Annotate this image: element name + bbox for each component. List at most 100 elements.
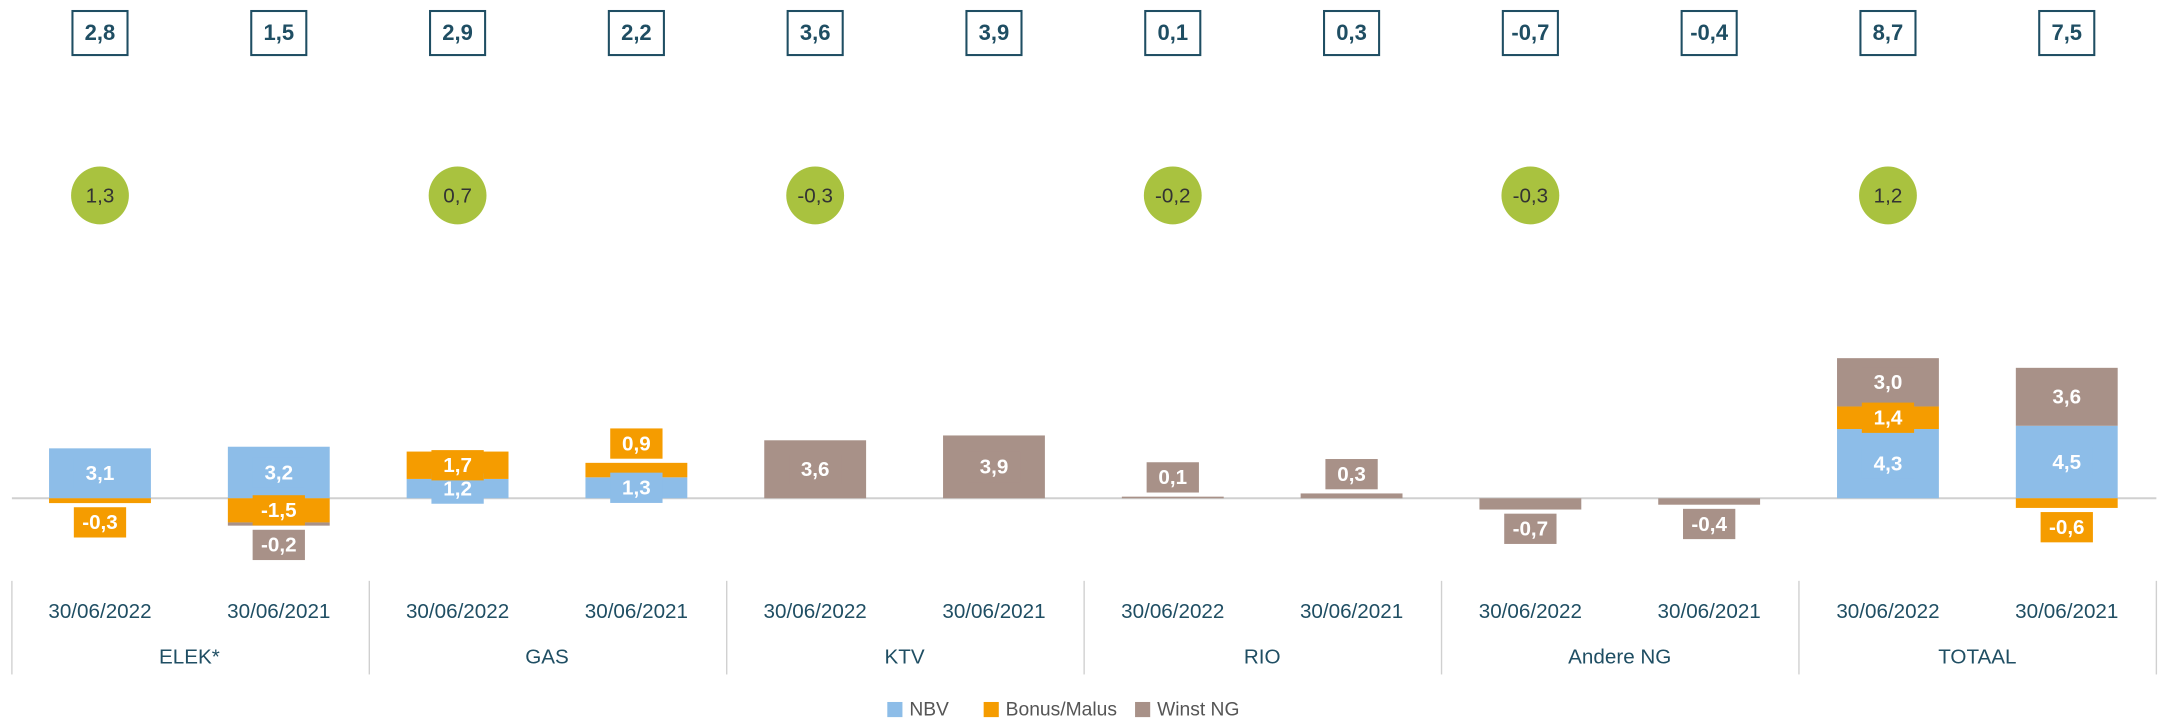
group-label: ELEK*: [159, 645, 220, 668]
value-label: 3,6: [801, 458, 830, 481]
value-label: 3,1: [86, 462, 115, 485]
legend-label: Winst NG: [1157, 699, 1239, 720]
value-label-bg: [1861, 448, 1915, 479]
difference-label: -0,3: [1513, 184, 1549, 207]
x-tick-label: 30/06/2021: [585, 600, 688, 623]
value-label-bg: [2040, 381, 2093, 412]
x-tick-label: 30/06/2022: [1479, 600, 1582, 623]
value-label: 1,2: [443, 477, 472, 500]
total-label: 3,9: [979, 20, 1010, 45]
legend-swatch: [887, 701, 903, 718]
difference-marker: [1143, 166, 1202, 225]
difference-label: 0,7: [443, 184, 472, 207]
total-label: 3,6: [800, 20, 831, 45]
difference-label: -0,3: [797, 184, 833, 207]
value-label-bg: [1504, 513, 1557, 544]
value-label: -0,6: [2049, 516, 2085, 539]
group-label: KTV: [885, 645, 925, 668]
value-label: -1,5: [261, 499, 297, 522]
bar-segment: [2015, 498, 2118, 508]
value-label: 0,3: [1337, 463, 1366, 486]
bar-segment: [1658, 498, 1761, 505]
total-box: [71, 9, 129, 57]
total-box: [1501, 9, 1559, 57]
value-label-bg: [1325, 459, 1378, 490]
value-label-bg: [610, 428, 663, 459]
value-label: 1,3: [622, 477, 651, 500]
value-label-bg: [431, 450, 484, 481]
value-label-bg: [1861, 402, 1915, 433]
legend-swatch: [1135, 701, 1151, 718]
value-label: 4,3: [1874, 452, 1903, 475]
value-label: 3,9: [980, 456, 1009, 479]
total-box: [2038, 9, 2096, 57]
value-label: 3,6: [2052, 386, 2081, 409]
total-label: 8,7: [1873, 20, 1904, 45]
difference-marker: [428, 166, 487, 225]
total-box: [1323, 9, 1381, 57]
value-label-bg: [1146, 462, 1199, 493]
bar-segment: [1121, 496, 1224, 499]
value-label: 0,9: [622, 432, 651, 455]
legend-swatch: [983, 701, 999, 718]
value-label-bg: [1683, 508, 1736, 540]
value-label-bg: [73, 507, 127, 538]
total-box: [1144, 9, 1202, 57]
x-tick-label: 30/06/2021: [1658, 600, 1761, 623]
value-label-bg: [252, 457, 305, 488]
value-label-bg: [967, 451, 1021, 483]
total-label: 2,2: [621, 20, 652, 45]
x-tick-label: 30/06/2022: [406, 600, 509, 623]
total-box: [607, 9, 665, 57]
total-label: 0,3: [1336, 20, 1367, 45]
total-label: 2,9: [442, 20, 473, 45]
value-label: 1,7: [443, 454, 472, 477]
total-box: [250, 9, 308, 57]
difference-marker: [1859, 166, 1917, 225]
bar-segment: [1479, 498, 1582, 510]
value-label-bg: [252, 495, 305, 526]
x-tick-label: 30/06/2021: [2015, 600, 2118, 623]
x-tick-label: 30/06/2021: [227, 600, 330, 623]
value-label-bg: [2040, 446, 2093, 478]
legend-label: Bonus/Malus: [1006, 699, 1117, 720]
value-label: -0,7: [1513, 518, 1549, 541]
total-label: -0,4: [1690, 20, 1729, 45]
value-label-bg: [1861, 367, 1915, 398]
total-box: [1859, 9, 1917, 57]
difference-label: -0,2: [1155, 184, 1191, 207]
value-label-bg: [73, 458, 127, 489]
difference-label: 1,3: [86, 184, 115, 207]
value-label: -0,2: [261, 534, 297, 557]
value-label: -0,3: [82, 511, 118, 534]
total-label: 2,8: [85, 20, 116, 45]
group-label: GAS: [525, 645, 569, 668]
total-box: [429, 9, 487, 57]
difference-marker: [71, 166, 129, 225]
difference-label: 1,2: [1874, 184, 1903, 207]
total-box: [965, 9, 1023, 57]
value-label: -0,4: [1691, 513, 1727, 536]
value-label-bg: [252, 529, 305, 561]
value-label-bg: [789, 454, 842, 485]
bar-segment: [1300, 493, 1403, 499]
x-tick-label: 30/06/2021: [942, 600, 1045, 623]
value-label: 4,5: [2052, 451, 2081, 474]
total-label: 7,5: [2051, 20, 2082, 45]
group-label: Andere NG: [1568, 645, 1671, 668]
value-label: 1,4: [1874, 407, 1903, 430]
x-tick-label: 30/06/2022: [48, 600, 151, 623]
value-label: 3,0: [1874, 371, 1903, 394]
total-label: -0,7: [1511, 20, 1549, 45]
total-box: [786, 9, 844, 57]
x-tick-label: 30/06/2022: [1836, 600, 1939, 623]
value-label: 3,2: [264, 461, 293, 484]
total-label: 0,1: [1157, 20, 1188, 45]
value-label-bg: [610, 472, 663, 503]
group-label: TOTAAL: [1938, 645, 2016, 668]
value-label: 0,1: [1158, 466, 1187, 489]
group-label: RIO: [1244, 645, 1281, 668]
bar-segment: [49, 498, 151, 504]
